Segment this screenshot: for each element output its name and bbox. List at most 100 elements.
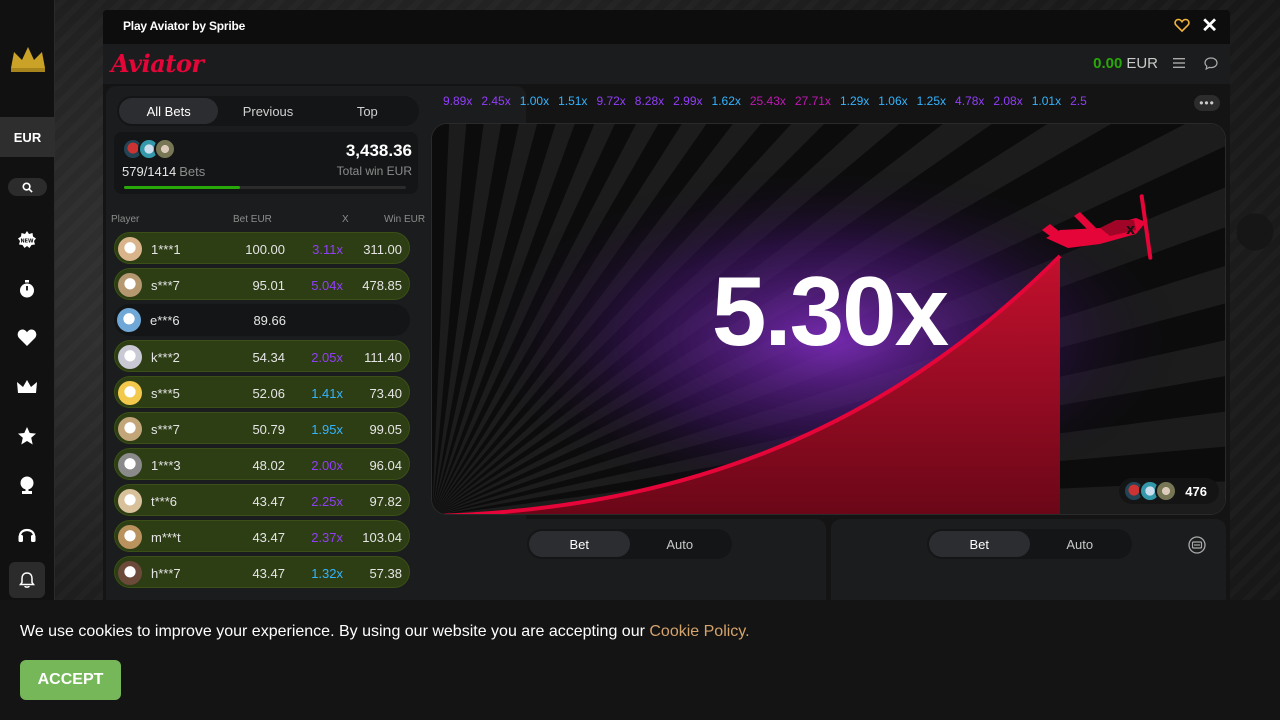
flight-graphic: x xyxy=(432,124,1225,514)
cashout-multiplier: 1.41x xyxy=(311,386,343,401)
tab-all-bets[interactable]: All Bets xyxy=(119,98,219,124)
history-more-button[interactable]: ••• xyxy=(1194,95,1220,111)
history-multiplier[interactable]: 1.00x xyxy=(519,94,550,108)
player-name: t***6 xyxy=(151,494,178,509)
player-name: m***t xyxy=(151,530,181,545)
airplane-icon: x xyxy=(1042,194,1153,260)
bets-column-headers: Player Bet EUR X Win EUR xyxy=(106,214,426,228)
bets-tabs: All Bets Previous Top xyxy=(117,96,419,126)
history-multiplier[interactable]: 1.25x xyxy=(916,94,947,108)
crown-icon[interactable] xyxy=(15,375,39,399)
search-button[interactable] xyxy=(8,178,47,196)
new-badge-icon[interactable]: NEW xyxy=(15,228,39,252)
tab-previous[interactable]: Previous xyxy=(242,103,294,119)
balance-display: 0.00 EUR xyxy=(1093,55,1158,72)
cashout-multiplier: 2.00x xyxy=(311,458,343,473)
history-multiplier[interactable]: 8.28x xyxy=(634,94,665,108)
game-canvas: x 5.30x 476 xyxy=(431,123,1226,515)
win-amount: 311.00 xyxy=(363,242,402,257)
current-multiplier: 5.30x xyxy=(711,256,949,366)
history-multiplier[interactable]: 1.29x xyxy=(839,94,870,108)
crown-logo-icon[interactable] xyxy=(8,44,48,74)
bets-list: 1***1 100.00 3.11x 311.00 s***7 95.01 5.04x 478… xyxy=(114,228,410,588)
star-icon[interactable] xyxy=(15,424,39,448)
total-win-value: 3,438.36 xyxy=(345,141,412,160)
cookie-message: We use cookies to improve your experienc… xyxy=(20,623,750,641)
heart-icon[interactable] xyxy=(15,326,39,350)
history-multiplier[interactable]: 2.99x xyxy=(673,94,703,108)
currency-selector[interactable]: EUR xyxy=(0,117,55,157)
tab-top[interactable]: Top xyxy=(356,103,378,119)
bell-icon xyxy=(19,572,35,588)
win-amount: 73.40 xyxy=(369,386,402,401)
avatar xyxy=(1155,480,1177,502)
cashout-multiplier: 5.04x xyxy=(311,278,343,293)
cookie-banner: We use cookies to improve your experienc… xyxy=(0,600,1280,720)
svg-text:x: x xyxy=(1126,222,1135,238)
accept-cookies-button[interactable]: ACCEPT xyxy=(20,660,121,700)
history-multiplier[interactable]: 1.06x xyxy=(878,94,908,108)
bets-summary: 579/1414 Bets 3,438.36 Total win EUR xyxy=(114,132,418,194)
table-row: s***5 52.06 1.41x 73.40 xyxy=(114,376,410,408)
avatar xyxy=(118,345,142,369)
history-multiplier[interactable]: 25.43x xyxy=(749,94,786,108)
close-icon[interactable]: ✕ xyxy=(1201,15,1218,37)
avatar xyxy=(117,308,141,332)
history-multiplier[interactable]: 9.72x xyxy=(596,94,626,108)
avatar xyxy=(118,525,142,549)
win-amount: 111.40 xyxy=(364,350,402,365)
bet-amount: 43.47 xyxy=(252,494,285,509)
notifications-button[interactable] xyxy=(9,562,45,598)
history-multiplier[interactable]: 2.08x xyxy=(993,94,1023,108)
svg-text:NEW: NEW xyxy=(20,239,34,245)
avatar xyxy=(118,381,142,405)
bet-amount: 52.06 xyxy=(252,386,285,401)
balance-currency: EUR xyxy=(1126,55,1158,72)
table-row: k***2 54.34 2.05x 111.40 xyxy=(114,340,410,372)
history-multiplier[interactable]: 1.62x xyxy=(711,94,741,108)
currency-label: EUR xyxy=(13,129,42,145)
history-multiplier[interactable]: 9.89x xyxy=(443,94,473,108)
cashout-multiplier: 2.05x xyxy=(311,350,343,365)
window-title: Play Aviator by Spribe xyxy=(123,19,246,33)
avatar xyxy=(118,489,142,513)
remove-panel-icon[interactable] xyxy=(1188,536,1206,554)
tab-bet[interactable]: Bet xyxy=(929,531,1030,557)
avatar xyxy=(118,561,142,585)
bets-progress-bar xyxy=(124,186,406,189)
bet-amount: 95.01 xyxy=(252,278,285,293)
trophy-icon[interactable] xyxy=(15,473,39,497)
headset-icon[interactable] xyxy=(15,522,39,546)
chat-icon[interactable] xyxy=(1204,57,1218,70)
table-row: e***6 89.66 xyxy=(114,304,410,336)
player-name: 1***3 xyxy=(151,458,181,473)
history-multiplier[interactable]: 2.5 xyxy=(1070,94,1087,108)
game-header: Aviator 0.00 EUR xyxy=(103,44,1230,84)
tab-auto[interactable]: Auto xyxy=(666,536,694,552)
bets-count: 579/1414 Bets xyxy=(122,164,205,179)
table-row: m***t 43.47 2.37x 103.04 xyxy=(114,520,410,552)
tab-bet[interactable]: Bet xyxy=(529,531,630,557)
title-bar: Play Aviator by Spribe ✕ xyxy=(103,10,1230,44)
menu-icon[interactable] xyxy=(1173,57,1185,69)
col-x: X xyxy=(342,214,349,225)
bets-count-label: Bets xyxy=(179,164,206,179)
avatar xyxy=(154,138,176,160)
tab-auto[interactable]: Auto xyxy=(1066,536,1094,552)
aviator-logo: Aviator xyxy=(111,49,204,78)
bet-amount: 54.34 xyxy=(252,350,285,365)
favorite-heart-icon[interactable] xyxy=(1174,18,1190,33)
history-multiplier[interactable]: 4.78x xyxy=(955,94,985,108)
online-count: 476 xyxy=(1185,484,1207,499)
history-multiplier[interactable]: 2.45x xyxy=(481,94,511,108)
player-name: k***2 xyxy=(151,350,180,365)
history-multiplier[interactable]: 1.51x xyxy=(558,94,588,108)
avatar xyxy=(118,417,142,441)
table-row: s***7 50.79 1.95x 99.05 xyxy=(114,412,410,444)
table-row: s***7 95.01 5.04x 478.85 xyxy=(114,268,410,300)
stopwatch-icon[interactable] xyxy=(15,277,39,301)
history-multiplier[interactable]: 27.71x xyxy=(794,94,831,108)
history-multiplier[interactable]: 1.01x xyxy=(1031,94,1062,108)
cookie-policy-link[interactable]: Cookie Policy. xyxy=(649,623,750,640)
win-amount: 97.82 xyxy=(369,494,402,509)
